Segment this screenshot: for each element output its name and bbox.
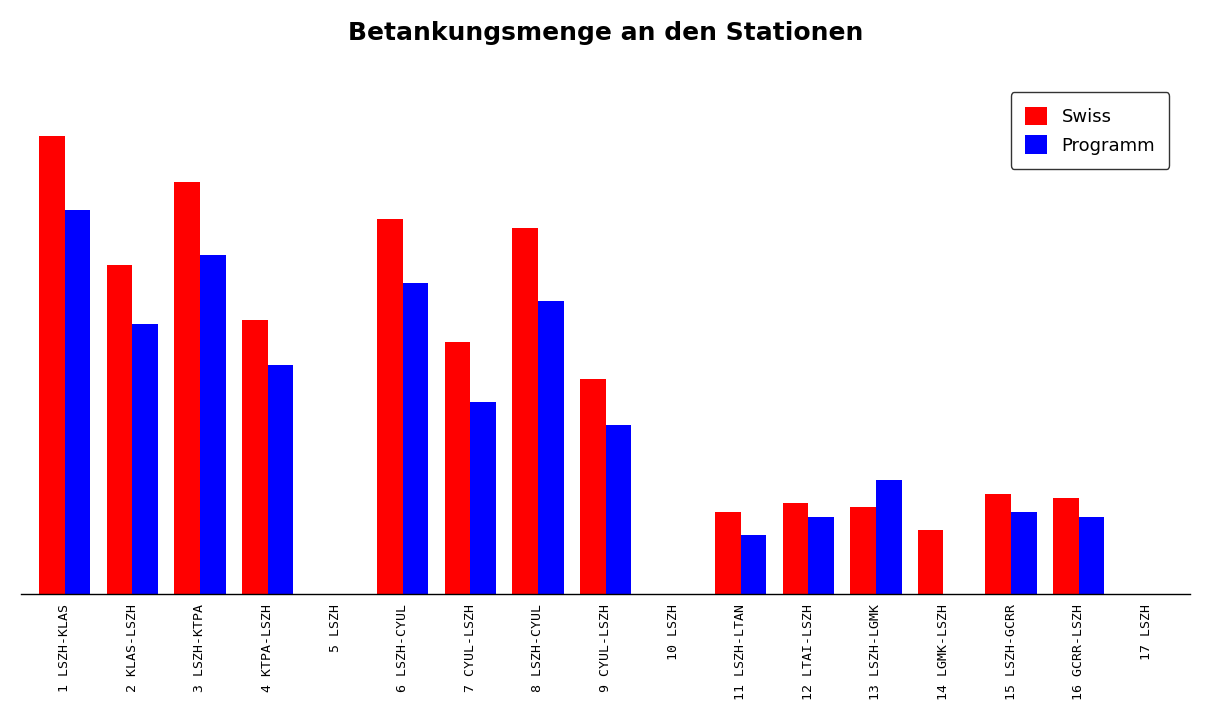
Bar [808,516,834,594]
Bar [444,342,470,594]
Bar [741,535,767,594]
Bar [580,379,606,594]
Bar [850,508,876,594]
Bar [918,531,943,594]
Bar [606,425,631,594]
Bar [268,366,293,594]
Bar [403,283,429,594]
Bar [377,218,403,594]
Bar [1079,516,1104,594]
Bar [876,480,901,594]
Bar [714,512,741,594]
Title: Betankungsmenge an den Stationen: Betankungsmenge an den Stationen [348,21,863,45]
Bar [782,503,808,594]
Bar [1011,512,1037,594]
Bar [200,255,225,594]
Bar [1052,498,1079,594]
Bar [39,136,64,594]
Bar [986,494,1011,594]
Bar [242,319,268,594]
Legend: Swiss, Programm: Swiss, Programm [1011,92,1170,169]
Bar [538,301,563,594]
Bar [132,324,159,594]
Bar [174,182,200,594]
Bar [512,228,538,594]
Bar [107,265,132,594]
Bar [470,402,497,594]
Bar [64,210,91,594]
